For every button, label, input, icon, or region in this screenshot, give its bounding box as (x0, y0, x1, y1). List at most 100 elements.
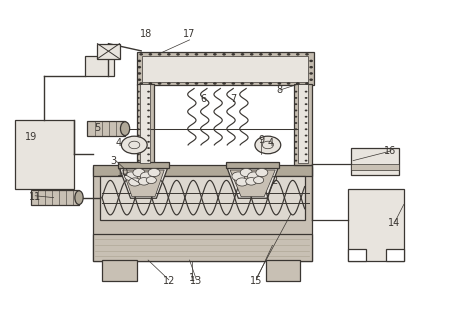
Circle shape (259, 82, 263, 85)
Circle shape (137, 135, 140, 136)
Circle shape (305, 128, 308, 130)
Circle shape (137, 110, 140, 112)
Bar (294, 84, 311, 165)
Circle shape (295, 128, 298, 130)
Circle shape (147, 110, 150, 112)
Text: 7: 7 (230, 94, 237, 105)
Text: 11: 11 (29, 192, 42, 202)
Circle shape (305, 116, 308, 118)
Circle shape (204, 53, 207, 55)
Circle shape (240, 169, 252, 177)
Circle shape (147, 91, 150, 93)
Circle shape (305, 122, 308, 124)
Polygon shape (123, 170, 164, 197)
Circle shape (167, 82, 170, 85)
Circle shape (305, 147, 308, 149)
Circle shape (241, 82, 244, 85)
Bar (298, 84, 308, 163)
Circle shape (149, 82, 152, 85)
Circle shape (287, 82, 291, 85)
Circle shape (195, 82, 198, 85)
Bar (137, 84, 154, 165)
Bar (102, 260, 137, 281)
Circle shape (236, 178, 248, 186)
Bar (97, 44, 120, 59)
Circle shape (250, 82, 254, 85)
Circle shape (296, 82, 300, 85)
Circle shape (295, 91, 298, 93)
Text: 10: 10 (116, 168, 129, 178)
Circle shape (213, 82, 217, 85)
Bar (14, 120, 74, 189)
Circle shape (254, 177, 264, 184)
Circle shape (295, 122, 298, 124)
Circle shape (268, 82, 272, 85)
Circle shape (295, 116, 298, 118)
Circle shape (248, 172, 261, 181)
Circle shape (305, 91, 308, 93)
Text: 2: 2 (272, 176, 278, 186)
Circle shape (138, 72, 141, 75)
Circle shape (167, 53, 170, 55)
Circle shape (122, 136, 147, 154)
Circle shape (232, 172, 245, 181)
Bar (137, 52, 314, 85)
Circle shape (309, 72, 313, 75)
Circle shape (305, 97, 308, 99)
Circle shape (295, 103, 298, 105)
Circle shape (309, 78, 313, 81)
Circle shape (185, 53, 189, 55)
Circle shape (139, 178, 150, 185)
Circle shape (305, 153, 308, 155)
Polygon shape (227, 169, 278, 198)
Circle shape (149, 53, 152, 55)
Circle shape (296, 53, 300, 55)
Circle shape (268, 53, 272, 55)
Circle shape (295, 147, 298, 149)
Circle shape (147, 135, 150, 136)
Circle shape (138, 60, 141, 62)
Text: 13: 13 (190, 276, 202, 286)
Circle shape (129, 178, 141, 186)
Circle shape (256, 169, 268, 177)
Circle shape (176, 82, 180, 85)
Circle shape (255, 136, 281, 154)
Circle shape (137, 160, 140, 162)
Circle shape (295, 141, 298, 143)
Circle shape (137, 116, 140, 118)
Bar (348, 249, 366, 261)
Circle shape (158, 82, 161, 85)
Circle shape (146, 177, 156, 184)
Circle shape (137, 91, 140, 93)
Bar (87, 121, 125, 136)
Circle shape (147, 103, 150, 105)
Text: 4: 4 (115, 138, 121, 148)
Circle shape (278, 53, 281, 55)
Circle shape (231, 53, 235, 55)
Bar (93, 167, 311, 261)
Text: 3: 3 (110, 156, 116, 166)
Text: 9: 9 (258, 135, 264, 145)
Text: 6: 6 (201, 94, 207, 105)
Circle shape (147, 128, 150, 130)
Circle shape (138, 66, 141, 68)
Text: 17: 17 (183, 29, 196, 39)
Text: 14: 14 (389, 218, 401, 228)
Text: 8: 8 (276, 85, 282, 95)
Polygon shape (230, 170, 275, 197)
Bar (348, 189, 404, 261)
Circle shape (295, 135, 298, 136)
Circle shape (309, 60, 313, 62)
Text: 16: 16 (384, 146, 396, 156)
Bar (142, 56, 308, 82)
Bar (386, 249, 404, 261)
Circle shape (133, 169, 145, 177)
Circle shape (287, 53, 291, 55)
Circle shape (147, 97, 150, 99)
Circle shape (295, 97, 298, 99)
Circle shape (309, 66, 313, 68)
Circle shape (250, 53, 254, 55)
Bar (140, 84, 151, 163)
Circle shape (295, 160, 298, 162)
Text: 18: 18 (140, 29, 152, 39)
